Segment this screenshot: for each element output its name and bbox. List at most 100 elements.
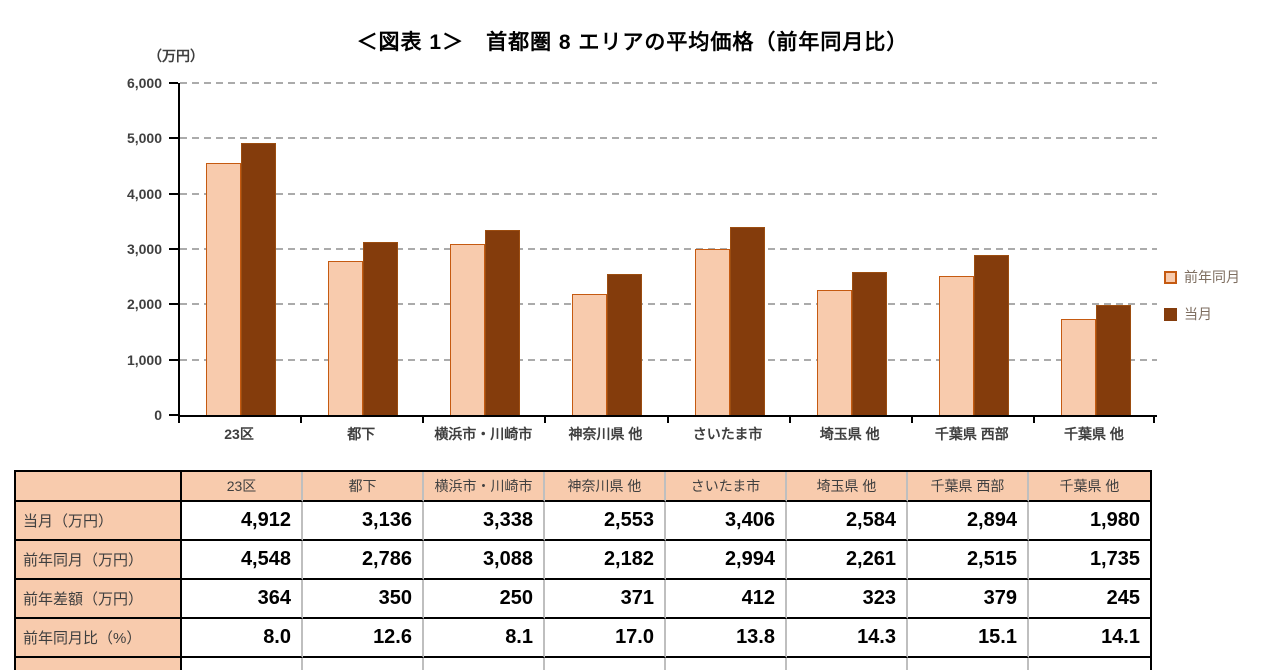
table-header-cell: 千葉県 他	[1029, 472, 1150, 502]
gridline	[180, 358, 1157, 361]
bar-group	[180, 83, 302, 415]
x-axis-tick	[667, 417, 669, 423]
x-axis-tick	[544, 417, 546, 423]
legend-swatch-current-month-icon	[1164, 307, 1177, 321]
bar-group	[1035, 83, 1157, 415]
y-axis-unit-label: （万円）	[148, 48, 204, 64]
x-axis-category-label: 神奈川県 他	[568, 426, 643, 442]
table-cell: 364	[182, 580, 303, 619]
y-axis-tick	[169, 358, 178, 361]
table-cell: 14.3	[787, 619, 908, 658]
table-cell: 1,735	[1029, 541, 1150, 580]
bar-current-month	[485, 230, 521, 415]
bar-group	[669, 83, 791, 415]
table-header-cell: 千葉県 西部	[908, 472, 1029, 502]
table-cell: 2,584	[787, 502, 908, 541]
table-row-label: 前年同月（万円）	[16, 541, 182, 580]
table-partial-row-cell	[908, 658, 1029, 670]
table-cell: 3,088	[424, 541, 545, 580]
y-axis-tick-label: 0	[154, 407, 162, 423]
table-partial-row-cell	[787, 658, 908, 670]
gridline	[180, 303, 1157, 306]
table-cell: 371	[545, 580, 666, 619]
bar-current-month	[241, 143, 277, 415]
table-header-cell: 23区	[182, 472, 303, 502]
x-axis-category-label: 23区	[224, 426, 254, 442]
table-cell: 245	[1029, 580, 1150, 619]
table-cell: 2,553	[545, 502, 666, 541]
legend-swatch-prev-year-icon	[1164, 270, 1177, 284]
table-row-label: 前年差額（万円）	[16, 580, 182, 619]
chart-legend: 前年同月 当月	[1164, 267, 1240, 324]
x-axis-category-label: さいたま市	[692, 426, 763, 442]
bar-current-month	[973, 254, 1009, 415]
table-header-cell: 横浜市・川崎市	[424, 472, 545, 502]
x-axis-tick	[1033, 417, 1035, 423]
x-axis-category-label: 埼玉県 他	[819, 426, 880, 442]
table-cell: 2,515	[908, 541, 1029, 580]
y-axis-tick-label: 4,000	[126, 185, 162, 202]
bar-group	[913, 83, 1035, 415]
legend-item-prev-year: 前年同月	[1164, 267, 1240, 287]
y-axis-tick	[169, 137, 178, 140]
table-cell: 8.0	[182, 619, 303, 658]
table-cell: 2,182	[545, 541, 666, 580]
bar-group	[424, 83, 546, 415]
table-row-label: 当月（万円）	[16, 502, 182, 541]
table-cell: 8.1	[424, 619, 545, 658]
y-axis-tick-label: 5,000	[126, 130, 162, 147]
gridline	[180, 82, 1157, 84]
x-axis-tick	[422, 417, 424, 423]
table-row-label: 前年同月比（%）	[16, 619, 182, 658]
table-partial-row-cell	[424, 658, 545, 670]
legend-item-current-month: 当月	[1164, 304, 1240, 324]
bar-prev-year-month	[694, 249, 730, 415]
x-axis-category-labels: 23区 都下 横浜市・川崎市 神奈川県 他 さいたま市 埼玉県 他 千葉県 西部 千葉県 他	[178, 424, 1155, 444]
gridline	[180, 192, 1157, 195]
table-cell: 2,894	[908, 502, 1029, 541]
table-header-cell: さいたま市	[666, 472, 787, 502]
bar-current-month	[1095, 305, 1131, 415]
table-partial-row-cell	[666, 658, 787, 670]
x-axis-tick	[300, 417, 302, 423]
table-cell: 13.8	[666, 619, 787, 658]
chart-title: ＜図表 1＞ 首都圏 8 エリアの平均価格（前年同月比）	[356, 31, 909, 54]
legend-label-prev-year: 前年同月	[1184, 269, 1240, 285]
y-axis-tick	[169, 248, 178, 250]
table-partial-row-cell	[545, 658, 666, 670]
table-cell: 323	[787, 580, 908, 619]
x-axis-tick	[1153, 417, 1155, 423]
table-corner-cell	[16, 472, 182, 502]
bar-prev-year-month	[816, 289, 852, 415]
y-axis-tick-label: 1,000	[126, 351, 162, 368]
table-cell: 12.6	[303, 619, 424, 658]
bar-prev-year-month	[328, 260, 364, 415]
table-header-cell: 神奈川県 他	[545, 472, 666, 502]
legend-label-current-month: 当月	[1184, 306, 1212, 322]
table-partial-row-cell	[16, 658, 182, 670]
bar-prev-year-month	[938, 275, 974, 415]
x-axis-category-label: 千葉県 他	[1063, 426, 1124, 442]
table-header-cell: 都下	[303, 472, 424, 502]
table-partial-row-cell	[303, 658, 424, 670]
x-axis-tick	[789, 417, 791, 423]
table-cell: 15.1	[908, 619, 1029, 658]
x-axis-tick	[178, 417, 180, 423]
y-axis-tick	[169, 192, 178, 195]
bar-prev-year-month	[572, 294, 608, 415]
table-cell: 3,136	[303, 502, 424, 541]
y-axis-tick-label: 6,000	[126, 75, 162, 91]
data-table: 23区 都下 横浜市・川崎市 神奈川県 他さいたま市 埼玉県 他千葉県 西部 千葉県 他当…	[14, 470, 1152, 670]
bar-prev-year-month	[206, 163, 242, 415]
table-cell: 4,912	[182, 502, 303, 541]
bar-prev-year-month	[1060, 319, 1096, 415]
table-cell: 17.0	[545, 619, 666, 658]
bar-current-month	[607, 273, 643, 415]
x-axis-tick	[911, 417, 913, 423]
x-axis-category-label: 都下	[347, 426, 376, 442]
bar-group	[546, 83, 668, 415]
bar-current-month	[851, 272, 887, 415]
table-cell: 3,338	[424, 502, 545, 541]
table-cell: 4,548	[182, 541, 303, 580]
